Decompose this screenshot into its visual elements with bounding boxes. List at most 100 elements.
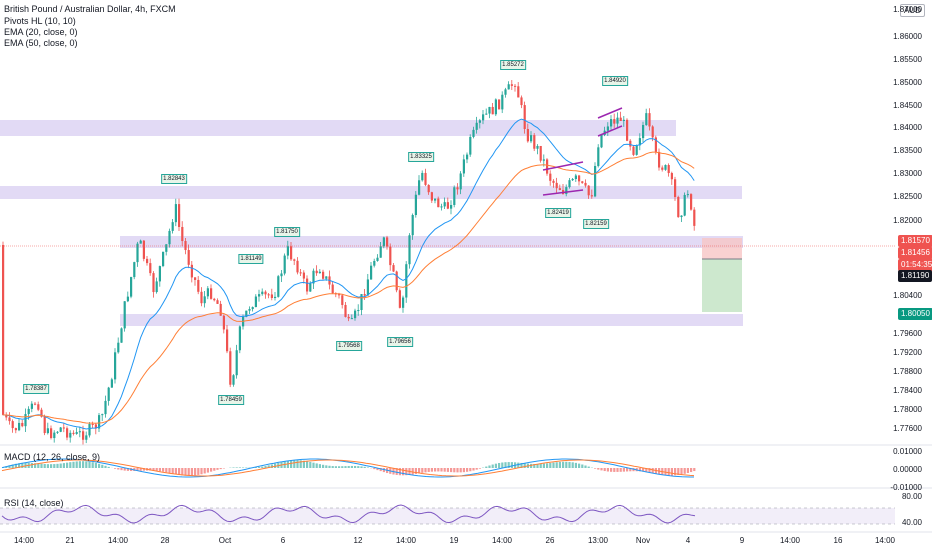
price-tick: 1.83000 xyxy=(893,169,922,178)
candle-body xyxy=(306,278,309,292)
candle-body xyxy=(405,264,408,298)
time-label: 14:00 xyxy=(874,536,896,545)
candle-body xyxy=(210,288,213,299)
pivot-label: 1.82419 xyxy=(545,208,571,218)
macd-histogram-bar xyxy=(254,467,257,468)
candle-body xyxy=(421,172,424,181)
candle-body xyxy=(322,271,325,279)
pivot-label: 1.79568 xyxy=(336,341,362,351)
macd-histogram-bar xyxy=(184,468,187,476)
macd-histogram-bar xyxy=(680,468,683,475)
macd-tick-zero: 0.00000 xyxy=(893,465,922,474)
candle-body xyxy=(434,198,437,201)
candle-body xyxy=(629,140,632,147)
macd-histogram-bar xyxy=(174,468,177,475)
macd-histogram-bar xyxy=(610,468,613,472)
indicator-ema20[interactable]: EMA (20, close, 0) xyxy=(4,27,78,37)
sr-zone xyxy=(120,314,743,326)
candle-body xyxy=(318,271,321,274)
macd-histogram-bar xyxy=(357,466,360,468)
currency-badge[interactable]: AUD xyxy=(900,4,925,17)
candle-body xyxy=(155,281,158,293)
macd-histogram-bar xyxy=(469,468,472,472)
macd-histogram-bar xyxy=(216,468,219,470)
candle-body xyxy=(149,263,152,274)
macd-histogram-bar xyxy=(328,465,331,468)
candle-body xyxy=(226,329,229,352)
candle-body xyxy=(376,257,379,261)
candle-body xyxy=(261,291,264,295)
macd-histogram-bar xyxy=(155,468,158,471)
candle-body xyxy=(66,428,69,438)
candle-body xyxy=(414,194,417,216)
macd-histogram-bar xyxy=(674,468,677,476)
macd-histogram-bar xyxy=(200,468,203,475)
candle-body xyxy=(213,298,216,301)
candle-body xyxy=(690,194,693,210)
macd-histogram-bar xyxy=(456,468,459,473)
candle-body xyxy=(558,188,561,190)
candle-body xyxy=(638,138,641,146)
price-tick: 1.82000 xyxy=(893,216,922,225)
rsi-title[interactable]: RSI (14, close) xyxy=(4,498,64,508)
price-badge: 01:54:35 xyxy=(898,259,932,271)
candle-body xyxy=(360,294,363,311)
macd-histogram-bar xyxy=(88,461,91,468)
macd-histogram-bar xyxy=(642,468,645,472)
macd-histogram-bar xyxy=(616,468,619,472)
candle-body xyxy=(485,113,488,115)
candle-body xyxy=(293,259,296,261)
candle-body xyxy=(392,265,395,272)
candle-body xyxy=(408,235,411,265)
candle-body xyxy=(488,106,491,114)
candle-body xyxy=(686,194,689,196)
candle-body xyxy=(683,194,686,216)
time-label: 13:00 xyxy=(587,536,609,545)
pivot-label: 1.79656 xyxy=(387,337,413,347)
candle-body xyxy=(85,435,88,440)
macd-line xyxy=(1,458,694,478)
candle-body xyxy=(216,300,219,304)
candle-body xyxy=(53,432,56,439)
time-label: 6 xyxy=(280,536,286,545)
macd-histogram-bar xyxy=(411,468,414,475)
macd-histogram-bar xyxy=(472,468,475,471)
candle-body xyxy=(280,273,283,277)
macd-histogram-bar xyxy=(62,463,65,468)
candle-body xyxy=(254,296,257,308)
candle-body xyxy=(658,151,661,168)
symbol-title: British Pound / Australian Dollar, 4h, F… xyxy=(4,4,176,14)
candle-body xyxy=(2,245,5,415)
candle-body xyxy=(248,309,251,311)
candle-body xyxy=(101,414,104,416)
candle-body xyxy=(520,97,523,106)
macd-histogram-bar xyxy=(117,468,120,470)
macd-histogram-bar xyxy=(46,464,49,468)
macd-histogram-bar xyxy=(341,466,344,468)
macd-histogram-bar xyxy=(72,461,75,468)
pivot-label: 1.81750 xyxy=(274,227,300,237)
macd-histogram-bar xyxy=(629,468,632,472)
indicator-pivots[interactable]: Pivots HL (10, 10) xyxy=(4,16,76,26)
macd-histogram-bar xyxy=(213,468,216,471)
candle-body xyxy=(523,105,526,130)
candle-body xyxy=(427,184,430,193)
macd-histogram-bar xyxy=(536,463,539,468)
candle-body xyxy=(613,119,616,124)
macd-histogram-bar xyxy=(136,468,139,471)
candle-body xyxy=(50,428,53,439)
candle-body xyxy=(174,204,177,223)
candle-body xyxy=(30,403,33,409)
candle-body xyxy=(171,222,174,231)
macd-histogram-bar xyxy=(450,468,453,473)
macd-title[interactable]: MACD (12, 26, close, 9) xyxy=(4,452,101,462)
macd-histogram-bar xyxy=(546,463,549,468)
indicator-ema50[interactable]: EMA (50, close, 0) xyxy=(4,38,78,48)
candle-body xyxy=(24,414,27,427)
candle-body xyxy=(395,271,398,291)
candle-body xyxy=(206,288,209,297)
candle-body xyxy=(197,279,200,292)
macd-histogram-bar xyxy=(462,468,465,473)
